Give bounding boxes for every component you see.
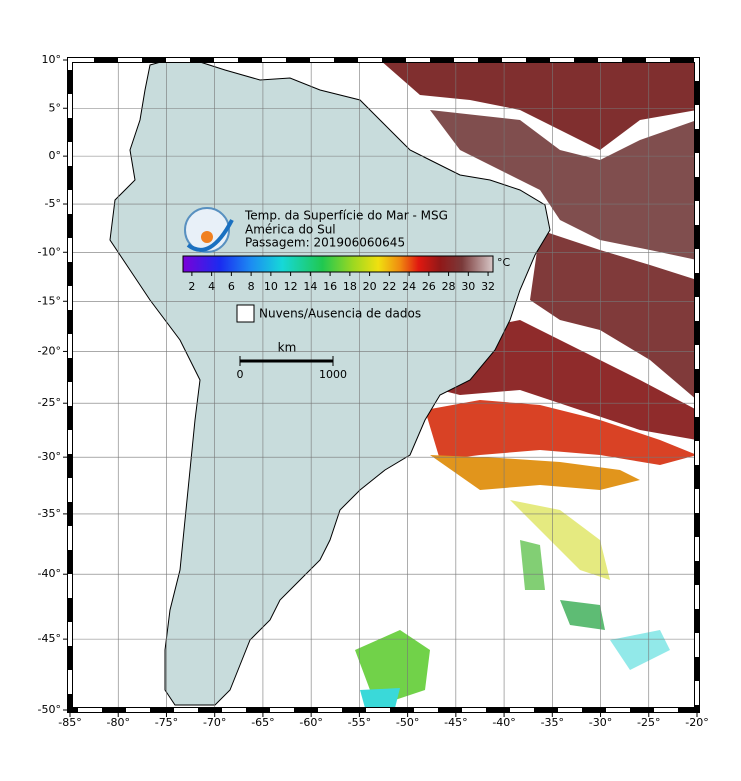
colorbar-tick-label: 6: [228, 280, 235, 293]
lon-tick-label: -80°: [106, 716, 129, 729]
colorbar-tick-label: 8: [248, 280, 255, 293]
lon-tick-label: -65°: [251, 716, 274, 729]
colorbar-tick-label: 4: [208, 280, 215, 293]
scale-unit: km: [278, 341, 297, 355]
colorbar-tick-label: 10: [264, 280, 278, 293]
lon-tick-label: -20°: [685, 716, 708, 729]
colorbar-tick-label: 22: [382, 280, 396, 293]
scale-tick-label: 1000: [319, 368, 347, 381]
colorbar-tick-label: 2: [188, 280, 195, 293]
colorbar-tick-label: 12: [284, 280, 298, 293]
lon-tick-label: -45°: [444, 716, 467, 729]
lat-tick-label: -50°: [38, 703, 61, 716]
colorbar-tick-label: 20: [363, 280, 377, 293]
logo: [184, 207, 234, 253]
lon-tick-label: -75°: [155, 716, 178, 729]
colorbar-tick-label: 14: [303, 280, 317, 293]
lat-tick-label: 0°: [49, 149, 62, 162]
lat-tick-label: 5°: [49, 101, 62, 114]
scale-tick-label: 0: [237, 368, 244, 381]
lat-tick-label: -30°: [38, 450, 61, 463]
colorbar-tick-label: 32: [481, 280, 495, 293]
title-line: América do Sul: [245, 223, 336, 237]
lat-tick-label: -15°: [38, 294, 61, 307]
frame-dash: [68, 58, 699, 712]
lon-tick-label: -25°: [637, 716, 660, 729]
lon-tick-label: -50°: [396, 716, 419, 729]
colorbar-tick-label: 24: [402, 280, 416, 293]
colorbar: [182, 255, 494, 273]
colorbar-tick-label: 18: [343, 280, 357, 293]
colorbar-tick-label: 16: [323, 280, 337, 293]
lat-tick-label: -45°: [38, 632, 61, 645]
colorbar-tick-label: 30: [461, 280, 475, 293]
title-line: Passagem: 201906060645: [245, 236, 405, 250]
lat-tick-label: -10°: [38, 245, 61, 258]
lon-tick-label: -85°: [58, 716, 81, 729]
lat-tick-label: -5°: [45, 197, 61, 210]
lat-tick-label: 10°: [42, 53, 62, 66]
colorbar-tick-label: 26: [422, 280, 436, 293]
lat-tick-label: -25°: [38, 396, 61, 409]
cloud-swatch: [236, 304, 255, 323]
colorbar-tick-label: 28: [442, 280, 456, 293]
lon-tick-label: -55°: [348, 716, 371, 729]
sst-patches: [355, 60, 697, 708]
legend-label: Nuvens/Ausencia de dados: [259, 307, 421, 321]
lat-tick-label: -35°: [38, 507, 61, 520]
lon-tick-label: -70°: [203, 716, 226, 729]
colorbar-unit: °C: [497, 256, 511, 269]
lat-tick-label: -20°: [38, 344, 61, 357]
lon-tick-label: -60°: [299, 716, 322, 729]
title-line: Temp. da Superfície do Mar - MSG: [244, 209, 448, 223]
lon-tick-label: -35°: [541, 716, 564, 729]
lat-tick-label: -40°: [38, 567, 61, 580]
lon-tick-label: -40°: [492, 716, 515, 729]
lon-tick-label: -30°: [589, 716, 612, 729]
